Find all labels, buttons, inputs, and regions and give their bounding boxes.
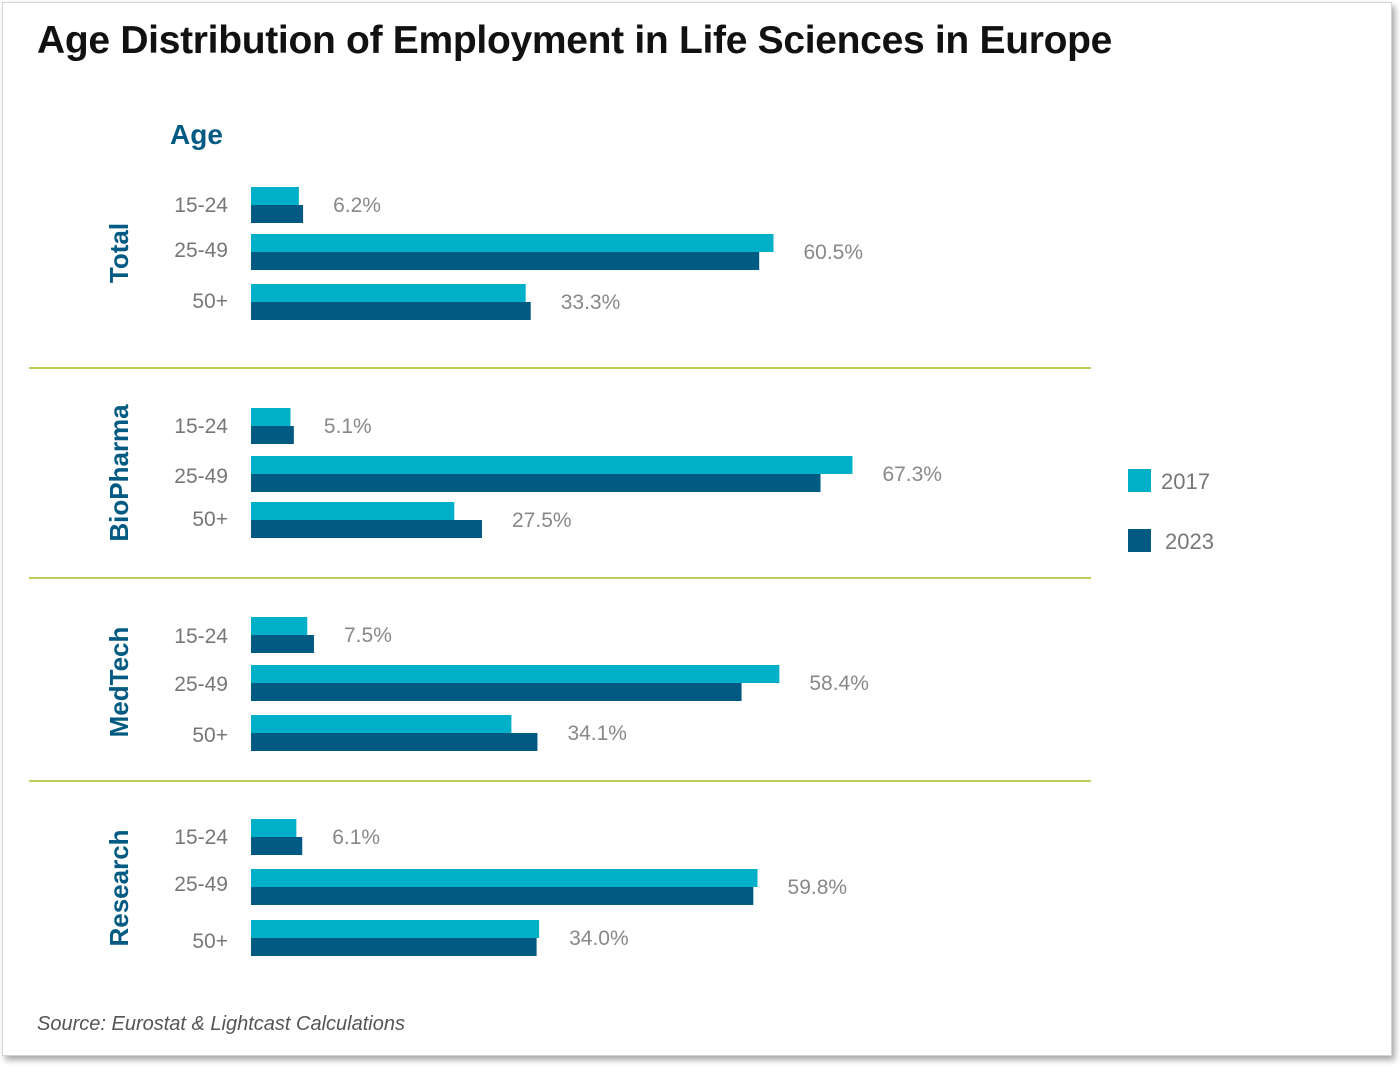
y-axis-label: Age <box>170 119 223 150</box>
bar-2023-total-50+ <box>251 302 531 320</box>
data-label: 27.5% <box>512 509 572 532</box>
bar-2017-biopharma-25-49 <box>251 456 853 474</box>
source-note: Source: Eurostat & Lightcast Calculation… <box>37 1013 405 1035</box>
bar-2017-medtech-15-24 <box>251 617 308 635</box>
bar-2023-total-15-24 <box>251 205 304 223</box>
data-label: 67.3% <box>882 463 942 486</box>
bar-2023-medtech-15-24 <box>251 635 314 653</box>
bar-2023-medtech-25-49 <box>251 683 742 701</box>
tick-label: 25-49 <box>174 673 228 696</box>
tick-label: 15-24 <box>174 415 228 438</box>
bar-2023-research-15-24 <box>251 837 303 855</box>
data-label: 34.0% <box>569 927 629 950</box>
tick-label: 15-24 <box>174 826 228 849</box>
bar-2017-total-50+ <box>251 284 526 302</box>
bar-2017-biopharma-15-24 <box>251 408 291 426</box>
bar-2017-biopharma-50+ <box>251 502 455 520</box>
bar-2017-total-15-24 <box>251 187 299 205</box>
data-label: 33.3% <box>561 291 621 314</box>
data-label: 60.5% <box>803 241 863 264</box>
bar-2017-medtech-25-49 <box>251 665 780 683</box>
bar-2023-biopharma-50+ <box>251 520 482 538</box>
bar-2023-total-25-49 <box>251 252 760 270</box>
tick-label: 25-49 <box>174 239 228 262</box>
bar-2023-research-25-49 <box>251 887 754 905</box>
bar-2023-medtech-50+ <box>251 733 538 751</box>
data-label: 6.1% <box>332 826 380 849</box>
tick-label: 15-24 <box>174 194 228 217</box>
tick-label: 50+ <box>192 724 228 747</box>
tick-label: 50+ <box>192 508 228 531</box>
legend-label-2017: 2017 <box>1161 469 1210 494</box>
legend-label-2023: 2023 <box>1165 529 1214 554</box>
tick-label: 15-24 <box>174 625 228 648</box>
bar-2017-research-25-49 <box>251 869 758 887</box>
tick-label: 25-49 <box>174 873 228 896</box>
group-label-medtech: MedTech <box>104 627 134 738</box>
bar-2023-biopharma-25-49 <box>251 474 821 492</box>
legend-swatch-2017 <box>1128 469 1151 492</box>
bar-2017-total-25-49 <box>251 234 774 252</box>
bar-2017-medtech-50+ <box>251 715 512 733</box>
tick-label: 50+ <box>192 930 228 953</box>
chart-title: Age Distribution of Employment in Life S… <box>37 19 1113 62</box>
group-label-research: Research <box>104 829 134 946</box>
data-label: 7.5% <box>344 624 392 647</box>
group-label-total: Total <box>104 223 134 283</box>
data-label: 58.4% <box>809 672 869 695</box>
bar-2017-research-50+ <box>251 920 540 938</box>
legend-swatch-2023 <box>1128 529 1151 552</box>
tick-label: 50+ <box>192 290 228 313</box>
bar-2023-research-50+ <box>251 938 537 956</box>
group-label-biopharma: BioPharma <box>104 404 134 542</box>
data-label: 5.1% <box>324 415 372 438</box>
tick-label: 25-49 <box>174 465 228 488</box>
bar-2017-research-15-24 <box>251 819 297 837</box>
data-label: 6.2% <box>333 194 381 217</box>
bar-2023-biopharma-15-24 <box>251 426 294 444</box>
data-label: 59.8% <box>788 876 848 899</box>
data-label: 34.1% <box>567 722 627 745</box>
